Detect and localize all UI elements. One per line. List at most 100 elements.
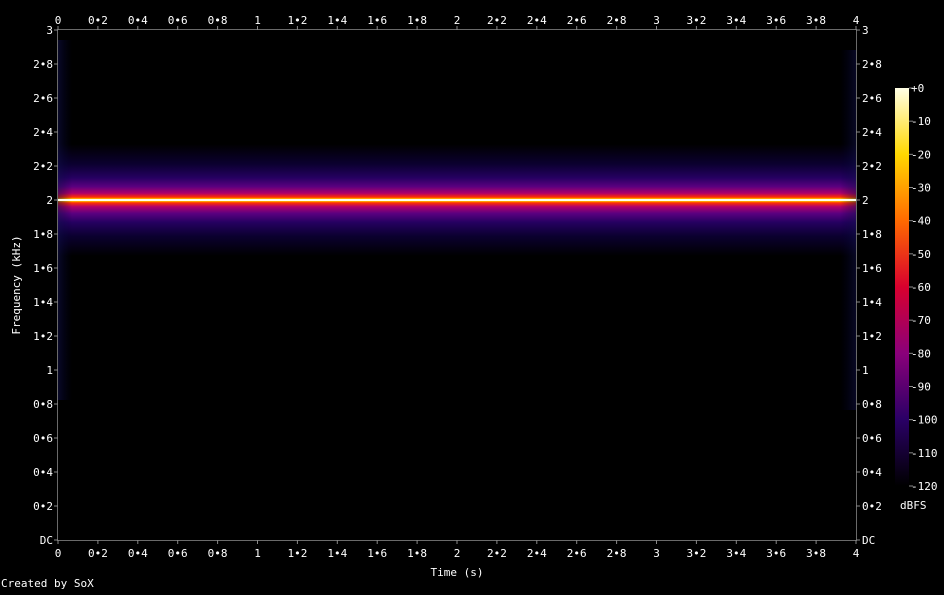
y-tick-label-left: 3 [46,24,53,37]
y-tick-label-left: 1•6 [33,262,53,275]
y-tick-label-right: 3 [862,24,869,37]
plot-layer [58,40,856,410]
colorbar-tick-label: -80 [911,347,931,360]
y-tick-label-right: DC [862,534,875,547]
tone-offset-spread [840,50,856,410]
x-tick-label-bottom: 2•4 [527,547,547,560]
x-tick-label-bottom: 0 [55,547,62,560]
x-tick-label-bottom: 0•2 [88,547,108,560]
y-tick-label-right: 1•8 [862,228,882,241]
y-tick-label-left: 2•8 [33,58,53,71]
x-tick-label-top: 2 [454,14,461,27]
tone-onset-spread [58,40,72,400]
x-tick-label-top: 1•4 [327,14,347,27]
colorbar-tick-label: -120 [911,480,938,493]
y-axis: DC DC 0•2 0•2 0•4 0•4 0•6 0•6 0•8 0•8 1 1 1•2 1•2 1•4 1… [33,24,882,547]
x-tick-label-top: 0•2 [88,14,108,27]
x-tick-label-top: 1•6 [367,14,387,27]
x-tick-label-bottom: 1 [254,547,261,560]
x-tick-label-top: 2•2 [487,14,507,27]
x-tick-label-bottom: 3 [653,547,660,560]
x-tick-label-bottom: 1•2 [287,547,307,560]
colorbar-tick-label: -70 [911,314,931,327]
y-axis-label: Frequency (kHz) [10,235,23,334]
x-tick-label-top: 4 [853,14,860,27]
colorbar-tick-label: -40 [911,215,931,228]
credit-text: Created by SoX [1,577,94,590]
x-tick-label-bottom: 1•8 [407,547,427,560]
y-tick-label-left: 1 [46,364,53,377]
y-tick-label-right: 2•6 [862,92,882,105]
x-tick-label-top: 1•8 [407,14,427,27]
y-tick-label-right: 1•4 [862,296,882,309]
y-tick-label-left: 2 [46,194,53,207]
x-tick-label-bottom: 0•6 [168,547,188,560]
x-tick-label-top: 0 [55,14,62,27]
y-tick-label-right: 2 [862,194,869,207]
x-tick-label-bottom: 2•2 [487,547,507,560]
colorbar-tick-label: +0 [911,82,924,95]
y-tick-label-right: 2•4 [862,126,882,139]
y-tick-label-left: DC [40,534,53,547]
x-tick-label-top: 2•8 [607,14,627,27]
x-tick-label-bottom: 1•6 [367,547,387,560]
x-tick-label-top: 0•4 [128,14,148,27]
y-tick-label-left: 0•4 [33,466,53,479]
colorbar-unit: dBFS [900,499,927,512]
x-axis-label: Time (s) [431,566,484,579]
colorbar-tick-label: -100 [911,414,938,427]
y-tick-label-right: 1•6 [862,262,882,275]
x-tick-label-top: 3•6 [766,14,786,27]
colorbar-tick-label: -20 [911,148,931,161]
y-tick-label-left: 1•8 [33,228,53,241]
x-tick-label-bottom: 2 [454,547,461,560]
y-tick-label-right: 0•8 [862,398,882,411]
x-tick-label-bottom: 0•8 [208,547,228,560]
y-tick-label-left: 1•4 [33,296,53,309]
y-tick-label-right: 1 [862,364,869,377]
x-tick-label-top: 2•4 [527,14,547,27]
x-axis: 0 0 0•2 0•2 0•4 0•4 0•6 0•6 0•8 0•8 1 1 1•2 1•2 1•4 1•4… [55,14,860,560]
y-tick-label-left: 0•2 [33,500,53,513]
y-tick-label-left: 0•6 [33,432,53,445]
y-tick-label-right: 0•4 [862,466,882,479]
colorbar-tick-label: -60 [911,281,931,294]
y-tick-label-right: 2•2 [862,160,882,173]
y-tick-label-left: 2•2 [33,160,53,173]
colorbar-tick-label: -90 [911,381,931,394]
x-tick-label-top: 3•2 [686,14,706,27]
x-tick-label-top: 3•8 [806,14,826,27]
x-tick-label-bottom: 3•6 [766,547,786,560]
plot-background [58,30,856,540]
x-tick-label-top: 1 [254,14,261,27]
y-tick-label-right: 0•6 [862,432,882,445]
colorbar-ticks: +0 -10 -20 -30 -40 -50 -60 -70 -80 -90 -100 -110 -12… [909,82,938,493]
colorbar-tick-label: -110 [911,447,938,460]
y-tick-label-right: 2•8 [862,58,882,71]
x-tick-label-top: 2•6 [567,14,587,27]
colorbar-tick-label: -30 [911,182,931,195]
y-tick-label-left: 2•4 [33,126,53,139]
x-tick-label-top: 1•2 [287,14,307,27]
x-tick-label-bottom: 3•4 [726,547,746,560]
x-tick-label-top: 0•8 [208,14,228,27]
x-tick-label-bottom: 2•8 [607,547,627,560]
y-tick-label-left: 2•6 [33,92,53,105]
x-tick-label-bottom: 3•2 [686,547,706,560]
x-tick-label-top: 3 [653,14,660,27]
y-tick-label-right: 0•2 [862,500,882,513]
x-tick-label-bottom: 1•4 [327,547,347,560]
colorbar-tick-label: -10 [911,115,931,128]
x-tick-label-bottom: 4 [853,547,860,560]
y-tick-label-right: 1•2 [862,330,882,343]
y-tick-label-left: 0•8 [33,398,53,411]
x-tick-label-bottom: 2•6 [567,547,587,560]
x-tick-label-bottom: 0•4 [128,547,148,560]
y-tick-label-left: 1•2 [33,330,53,343]
colorbar [895,88,909,486]
x-tick-label-top: 3•4 [726,14,746,27]
x-tick-label-bottom: 3•8 [806,547,826,560]
colorbar-tick-label: -50 [911,248,931,261]
